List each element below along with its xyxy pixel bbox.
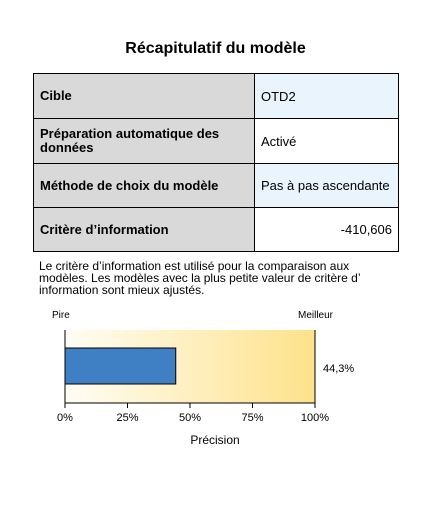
model-summary-title: Récapitulatif du modèle (125, 40, 306, 57)
criterion-note: Le critère d’information est utilisé pou… (39, 259, 361, 297)
row-value-selection-method: Pas à pas ascendante (254, 163, 399, 208)
row-label-criterion: Critère d’information (33, 207, 255, 252)
table-row: Méthode de choix du modèle Pas à pas asc… (33, 163, 399, 208)
x-tick-label: 0% (57, 412, 73, 424)
scale-worst-label: Pire (52, 310, 70, 321)
table-row: Critère d’information -410,606 (33, 207, 399, 252)
accuracy-value-label: 44,3% (323, 363, 354, 375)
row-value-target: OTD2 (254, 73, 399, 119)
row-value-data-prep: Activé (254, 118, 399, 164)
x-tick-label: 25% (116, 412, 138, 424)
row-value-criterion: -410,606 (254, 207, 399, 252)
x-tick-label: 50% (179, 412, 201, 424)
table-row: Cible OTD2 (33, 73, 399, 119)
x-tick-label: 100% (301, 412, 329, 424)
scale-best-label: Meilleur (298, 310, 334, 321)
x-axis-title: Précision (190, 433, 239, 447)
model-summary-table: Cible OTD2 Préparation automatique des d… (33, 73, 399, 252)
row-label-data-prep: Préparation automatique des données (33, 118, 255, 164)
table-row: Préparation automatique des données Acti… (33, 118, 399, 164)
accuracy-bar (64, 347, 177, 385)
row-label-selection-method: Méthode de choix du modèle (33, 163, 255, 208)
x-tick-label: 75% (241, 412, 263, 424)
